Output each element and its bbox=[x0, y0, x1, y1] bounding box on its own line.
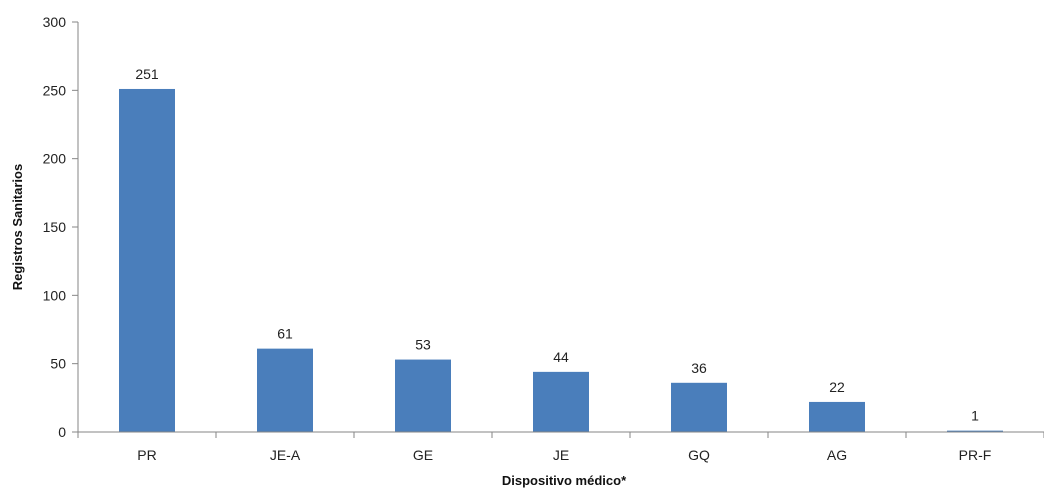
bar-je bbox=[533, 371, 589, 432]
data-label: 22 bbox=[829, 379, 845, 395]
bar-pr-f bbox=[947, 430, 1003, 432]
data-label: 251 bbox=[135, 66, 159, 82]
x-axis: PR JE-A GE JE GQ AG PR-F bbox=[77, 431, 1044, 463]
bar-je-a bbox=[257, 348, 313, 432]
y-axis-title: Registros Sanitarios bbox=[10, 164, 25, 290]
data-label: 1 bbox=[971, 408, 979, 424]
bar-gq bbox=[671, 382, 727, 432]
y-tick-label: 0 bbox=[58, 424, 66, 440]
x-tick-label: JE bbox=[553, 447, 569, 463]
bars: 251 61 53 44 36 22 1 bbox=[119, 66, 1003, 432]
x-tick-label: AG bbox=[827, 447, 847, 463]
y-tick-label: 300 bbox=[43, 14, 67, 30]
x-tick-label: JE-A bbox=[270, 447, 301, 463]
x-tick-label: GQ bbox=[688, 447, 710, 463]
x-tick-label: PR-F bbox=[959, 447, 992, 463]
y-tick-label: 150 bbox=[43, 219, 67, 235]
data-label: 36 bbox=[691, 360, 707, 376]
data-label: 53 bbox=[415, 337, 431, 353]
bar-ge bbox=[395, 359, 451, 432]
bar-ag bbox=[809, 401, 865, 432]
x-axis-title: Dispositivo médico* bbox=[502, 473, 627, 488]
data-label: 61 bbox=[277, 326, 293, 342]
y-tick-label: 200 bbox=[43, 151, 67, 167]
y-tick-label: 250 bbox=[43, 82, 67, 98]
x-tick-label: PR bbox=[137, 447, 156, 463]
bar-pr bbox=[119, 88, 175, 432]
y-tick-label: 50 bbox=[50, 356, 66, 372]
x-tick-label: GE bbox=[413, 447, 433, 463]
y-axis-ticks: 0 50 100 150 200 250 300 bbox=[43, 14, 79, 440]
data-label: 44 bbox=[553, 349, 569, 365]
y-tick-label: 100 bbox=[43, 287, 67, 303]
